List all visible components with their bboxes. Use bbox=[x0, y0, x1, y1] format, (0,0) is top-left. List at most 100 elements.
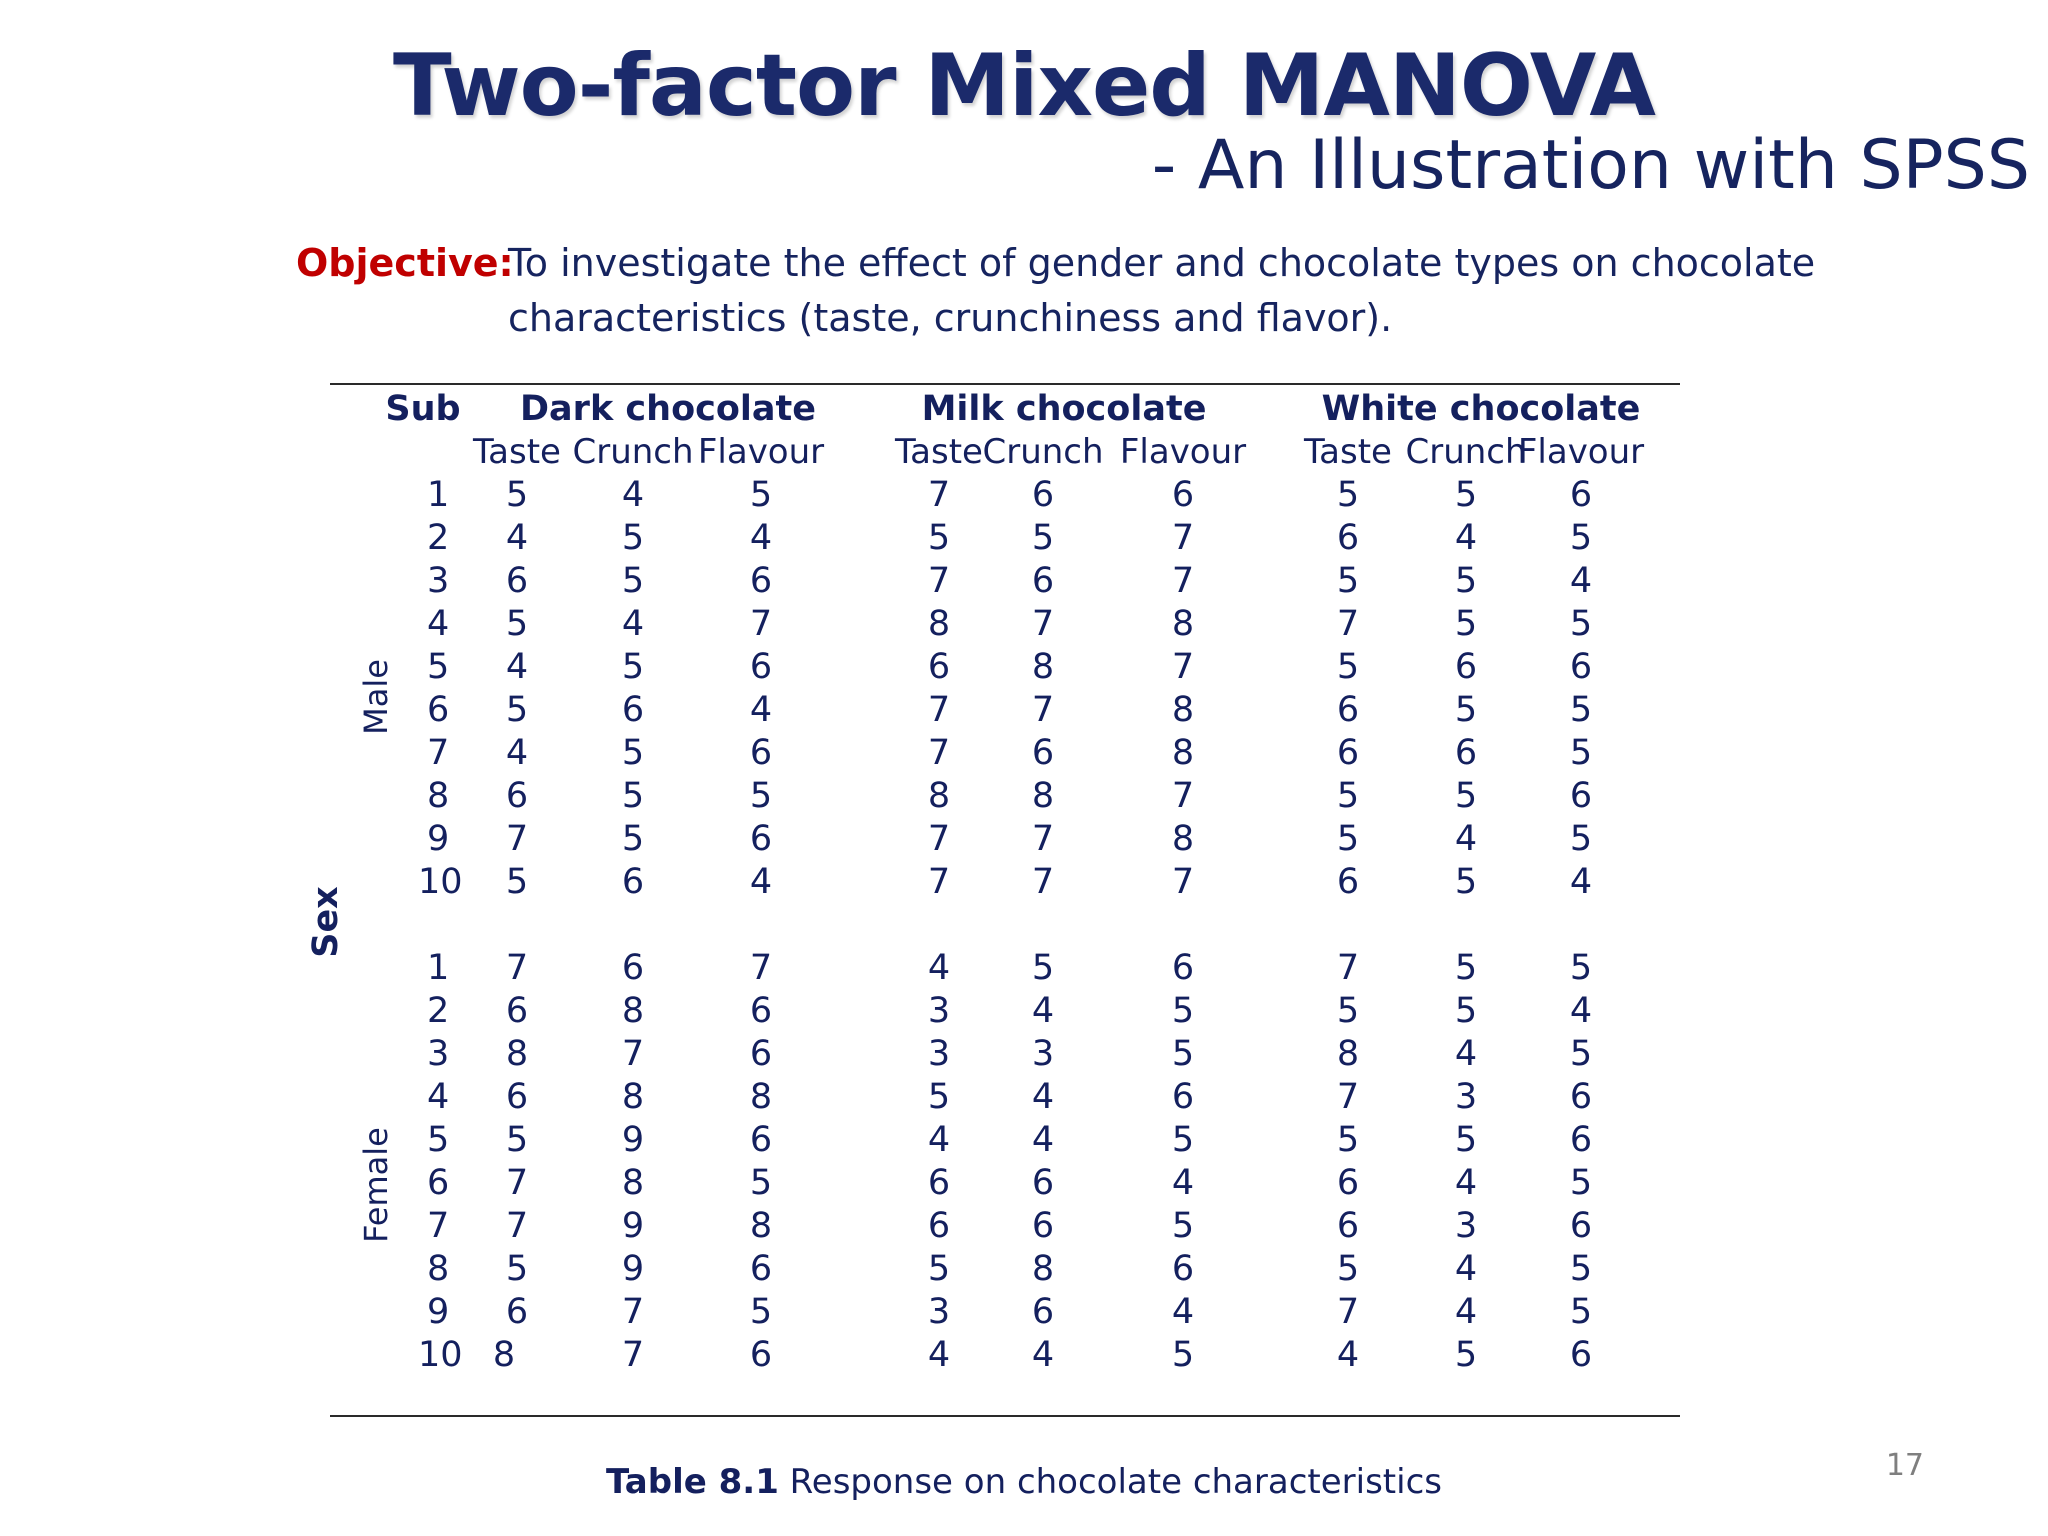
table-caption-text: Response on chocolate characteristics bbox=[778, 1462, 1442, 1502]
table-cell: 6 bbox=[927, 647, 951, 687]
table-cell: 4 bbox=[1569, 561, 1593, 601]
subject-id: 4 bbox=[427, 604, 450, 644]
table-cell: 8 bbox=[927, 776, 951, 816]
table-cell: 4 bbox=[927, 948, 951, 988]
subject-id: 10 bbox=[418, 862, 463, 902]
table-cell: 5 bbox=[621, 518, 645, 558]
group-header: White chocolate bbox=[1321, 389, 1641, 429]
table-cell: 5 bbox=[505, 862, 529, 902]
subject-id: 2 bbox=[427, 518, 450, 558]
table-cell: 7 bbox=[1171, 862, 1195, 902]
table-cell: 7 bbox=[1031, 819, 1055, 859]
table-cell: 7 bbox=[621, 1034, 645, 1074]
table-cell: 5 bbox=[505, 475, 529, 515]
sub-header: Sub bbox=[385, 389, 461, 429]
table-cell: 6 bbox=[1569, 647, 1593, 687]
table-cell: 6 bbox=[1569, 1077, 1593, 1117]
table-cell: 6 bbox=[927, 1206, 951, 1246]
table-cell: 4 bbox=[749, 862, 773, 902]
table-cell: 8 bbox=[1031, 1249, 1055, 1289]
measure-header: Flavour bbox=[1119, 432, 1247, 472]
group-header: Dark chocolate bbox=[520, 389, 816, 429]
table-cell: 5 bbox=[749, 1292, 773, 1332]
subject-id: 1 bbox=[427, 948, 450, 988]
table-cell: 7 bbox=[1171, 561, 1195, 601]
page-number: 17 bbox=[1885, 1448, 1924, 1483]
table-cell: 4 bbox=[1336, 1335, 1360, 1375]
table-cell: 6 bbox=[1569, 1206, 1593, 1246]
table-cell: 8 bbox=[621, 1163, 645, 1203]
table-cell: 8 bbox=[1031, 647, 1055, 687]
table-cell: 6 bbox=[749, 647, 773, 687]
table-cell: 7 bbox=[749, 948, 773, 988]
table-cell: 5 bbox=[621, 647, 645, 687]
table-cell: 7 bbox=[927, 690, 951, 730]
table-cell: 7 bbox=[505, 948, 529, 988]
group-header: Milk chocolate bbox=[921, 389, 1207, 429]
table-cell: 5 bbox=[1336, 991, 1360, 1031]
table-caption-label: Table 8.1 bbox=[606, 1462, 779, 1502]
measure-header: Crunch bbox=[572, 432, 694, 472]
table-cell: 5 bbox=[1454, 862, 1478, 902]
table-cell: 7 bbox=[1336, 1292, 1360, 1332]
table-cell: 6 bbox=[1336, 1206, 1360, 1246]
table-cell: 6 bbox=[621, 948, 645, 988]
table-cell: 5 bbox=[1171, 1120, 1195, 1160]
table-cell: 8 bbox=[749, 1206, 773, 1246]
subject-id: 2 bbox=[427, 991, 450, 1031]
table-cell: 5 bbox=[1569, 733, 1593, 773]
measure-header: Flavour bbox=[1517, 432, 1645, 472]
table-cell: 9 bbox=[621, 1206, 645, 1246]
table-cell: 5 bbox=[1454, 690, 1478, 730]
subject-id: 8 bbox=[427, 1249, 450, 1289]
subject-id: 9 bbox=[427, 819, 450, 859]
table-cell: 7 bbox=[505, 1206, 529, 1246]
table-cell: 4 bbox=[749, 690, 773, 730]
table-cell: 8 bbox=[1171, 690, 1195, 730]
objective-text: To investigate the effect of gender and … bbox=[508, 241, 1816, 340]
table-cell: 6 bbox=[1171, 1077, 1195, 1117]
table-cell: 7 bbox=[505, 1163, 529, 1203]
table-cell: 7 bbox=[1171, 776, 1195, 816]
table-cell: 7 bbox=[1031, 604, 1055, 644]
table-cell: 6 bbox=[749, 1120, 773, 1160]
table-cell: 5 bbox=[1454, 604, 1478, 644]
measure-header: Taste bbox=[895, 432, 983, 472]
slide-title: Two-factor Mixed MANOVA bbox=[393, 36, 1656, 136]
slide-subtitle: - An Illustration with SPSS bbox=[1151, 126, 2030, 205]
row-factor-label: Sex bbox=[306, 886, 346, 958]
subject-id: 3 bbox=[427, 1034, 450, 1074]
table-cell: 7 bbox=[1031, 690, 1055, 730]
table-cell: 7 bbox=[505, 819, 529, 859]
objective-label: Objective: bbox=[296, 241, 514, 285]
table-cell: 7 bbox=[1031, 862, 1055, 902]
measure-header: Crunch bbox=[982, 432, 1104, 472]
table-cell: 7 bbox=[927, 819, 951, 859]
table-cell: 5 bbox=[1336, 475, 1360, 515]
table-cell: 3 bbox=[927, 1292, 951, 1332]
subject-id: 7 bbox=[427, 1206, 450, 1246]
table-cell: 4 bbox=[505, 518, 529, 558]
table-cell: 5 bbox=[1569, 948, 1593, 988]
table-cell: 5 bbox=[927, 518, 951, 558]
table-cell: 4 bbox=[1454, 1249, 1478, 1289]
table-cell: 7 bbox=[1171, 518, 1195, 558]
table-cell: 6 bbox=[505, 1292, 529, 1332]
subject-id: 1 bbox=[427, 475, 450, 515]
table-cell: 6 bbox=[1336, 518, 1360, 558]
table-cell: 6 bbox=[749, 733, 773, 773]
table-cell: 8 bbox=[505, 1034, 529, 1074]
table-cell: 8 bbox=[1031, 776, 1055, 816]
subject-id: 8 bbox=[427, 776, 450, 816]
table-cell: 6 bbox=[1336, 1163, 1360, 1203]
table-cell: 5 bbox=[505, 1249, 529, 1289]
subject-id: 6 bbox=[427, 690, 450, 730]
table-cell: 3 bbox=[1454, 1206, 1478, 1246]
table-cell: 4 bbox=[1031, 1335, 1055, 1375]
table-cell: 7 bbox=[1336, 604, 1360, 644]
table-cell: 6 bbox=[1171, 1249, 1195, 1289]
table-cell: 5 bbox=[927, 1077, 951, 1117]
subject-id: 6 bbox=[427, 1163, 450, 1203]
table-cell: 5 bbox=[1031, 518, 1055, 558]
table-cell: 4 bbox=[621, 475, 645, 515]
